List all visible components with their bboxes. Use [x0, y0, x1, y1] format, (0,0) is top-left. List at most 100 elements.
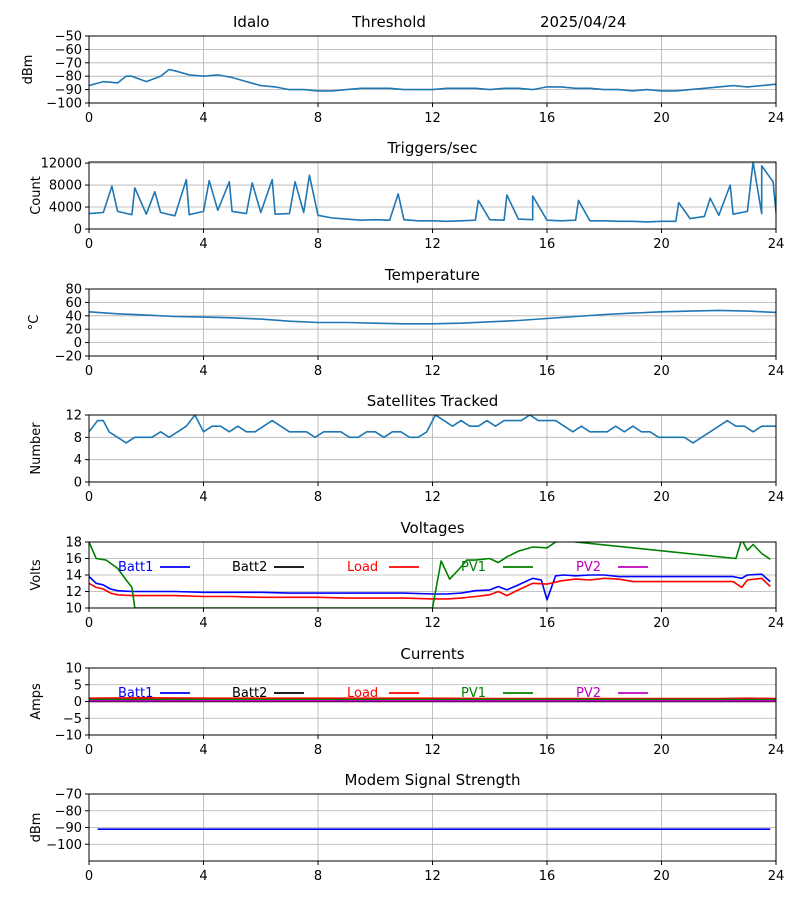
y-axis-label: °C	[27, 315, 42, 331]
y-tick-label: −50	[55, 30, 82, 45]
x-tick-label: 8	[314, 616, 322, 631]
panel-currents: 0 4 8 12 16 20 24 105 0 −5 −10 Amps Currents Batt1 Bat…	[29, 645, 784, 758]
x-tick-label: 20	[653, 869, 670, 884]
y-tick-label: 4000	[49, 201, 82, 216]
y-tick-label: 0	[74, 476, 82, 491]
plot-area	[89, 162, 776, 223]
x-tick-label: 4	[199, 743, 207, 758]
legend-label-pv1: PV1	[461, 686, 486, 701]
series-line-trace	[89, 162, 776, 223]
x-tick-label: 20	[653, 364, 670, 379]
x-tick-label: 24	[768, 869, 785, 884]
x-tick-label: 16	[539, 869, 556, 884]
y-axis-label: dBm	[29, 813, 44, 843]
x-tick-label: 0	[85, 364, 93, 379]
y-tick-label: 18	[65, 536, 82, 551]
y-axis-label: Amps	[29, 683, 44, 720]
y-tick-label: 10	[65, 662, 82, 677]
header-mode: Threshold	[351, 13, 426, 31]
y-tick-label: 0	[74, 336, 82, 351]
y-tick-label: 12000	[41, 157, 82, 172]
y-tick-label: −70	[55, 56, 82, 71]
x-tick-label: 4	[199, 237, 207, 252]
panel-title: Currents	[400, 645, 464, 663]
panel-title: Modem Signal Strength	[345, 771, 521, 789]
header-station: Idalo	[233, 13, 269, 31]
legend-label-pv2: PV2	[576, 686, 601, 701]
x-tick-label: 12	[424, 616, 441, 631]
plot-area	[89, 415, 776, 444]
x-tick-label: 24	[768, 237, 785, 252]
x-tick-label: 0	[85, 490, 93, 505]
legend-label-load: Load	[347, 686, 378, 701]
x-tick-label: 20	[653, 490, 670, 505]
y-tick-label: −10	[55, 729, 82, 744]
y-tick-label: 20	[65, 323, 82, 338]
y-tick-label: 40	[65, 309, 82, 324]
y-axis-label: Volts	[29, 559, 44, 591]
y-axis-label: Count	[29, 176, 44, 215]
y-tick-label: −60	[55, 43, 82, 58]
y-tick-label: −70	[55, 788, 82, 803]
x-tick-label: 0	[85, 111, 93, 126]
x-tick-label: 24	[768, 364, 785, 379]
x-tick-label: 24	[768, 490, 785, 505]
series-line-trace	[89, 415, 776, 444]
legend-label-batt1: Batt1	[118, 686, 153, 701]
x-tick-label: 8	[314, 743, 322, 758]
x-tick-label: 24	[768, 616, 785, 631]
series-line-trace	[89, 68, 776, 92]
x-tick-label: 0	[85, 743, 93, 758]
x-tick-label: 16	[539, 111, 556, 126]
x-tick-label: 8	[314, 364, 322, 379]
y-tick-label: 4	[74, 453, 82, 468]
series-line-load	[89, 696, 776, 700]
y-tick-label: 12	[65, 585, 82, 600]
x-tick-label: 4	[199, 364, 207, 379]
panel-rssi: 0 4 8 12 16 20 24 −50−60−70−80−90−100 dBm	[21, 30, 784, 127]
y-tick-label: 0	[74, 223, 82, 238]
series-line-pv1	[89, 542, 771, 608]
x-tick-label: 24	[768, 743, 785, 758]
x-tick-label: 0	[85, 869, 93, 884]
x-tick-label: 8	[314, 869, 322, 884]
panel-triggers: 0 4 8 12 16 20 24 0 4000 8000 12000 Count Triggers/s…	[29, 139, 784, 252]
x-tick-label: 12	[424, 743, 441, 758]
x-tick-label: 12	[424, 869, 441, 884]
plot-area	[89, 542, 771, 608]
x-tick-label: 8	[314, 237, 322, 252]
x-tick-label: 16	[539, 743, 556, 758]
y-axis-label: dBm	[21, 55, 36, 85]
y-tick-label: 12	[65, 409, 82, 424]
y-tick-label: 14	[65, 569, 82, 584]
x-tick-label: 12	[424, 364, 441, 379]
x-tick-label: 20	[653, 743, 670, 758]
y-tick-label: −80	[55, 804, 82, 819]
series-line-batt1	[89, 573, 771, 601]
panel-satellites: 0 4 8 12 16 20 24 0 4 8 12 Number Satellites Tracked	[29, 392, 784, 505]
legend-label-batt1: Batt1	[118, 560, 153, 575]
y-tick-label: −100	[46, 838, 82, 853]
y-tick-label: −20	[55, 350, 82, 365]
y-tick-label: 16	[65, 552, 82, 567]
y-tick-label: 10	[65, 602, 82, 617]
x-tick-label: 16	[539, 237, 556, 252]
panel-title: Triggers/sec	[387, 139, 478, 157]
y-tick-label: 8000	[49, 179, 82, 194]
y-tick-label: 60	[65, 296, 82, 311]
x-tick-label: 0	[85, 237, 93, 252]
x-tick-label: 20	[653, 237, 670, 252]
x-tick-label: 8	[314, 111, 322, 126]
x-tick-label: 4	[199, 616, 207, 631]
x-tick-label: 12	[424, 111, 441, 126]
panel-title: Temperature	[384, 266, 480, 284]
legend-label-pv1: PV1	[461, 560, 486, 575]
legend-label-batt2: Batt2	[232, 560, 267, 575]
x-tick-label: 4	[199, 869, 207, 884]
plot-area	[89, 309, 776, 325]
legend-label-load: Load	[347, 560, 378, 575]
x-tick-label: 24	[768, 111, 785, 126]
